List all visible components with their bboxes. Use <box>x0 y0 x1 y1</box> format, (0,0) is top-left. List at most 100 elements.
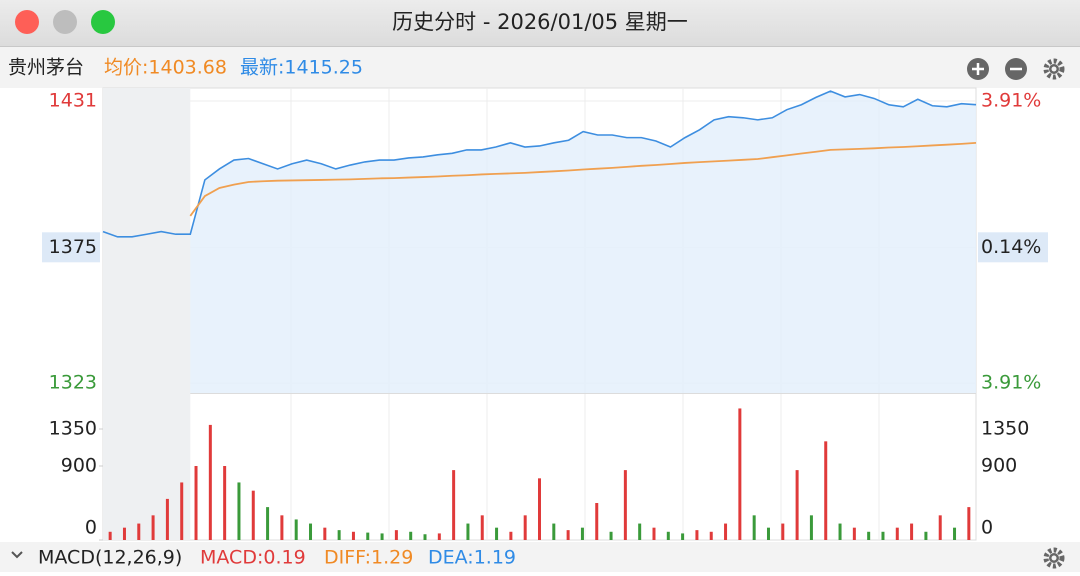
volume-bar <box>208 424 212 540</box>
y2-tick-label: 1350 <box>981 418 1029 440</box>
volume-bar <box>752 515 756 540</box>
latest-price: 最新:1415.25 <box>240 57 363 79</box>
volume-bar <box>194 466 198 540</box>
y2-tick-label: 0 <box>981 517 993 539</box>
volume-bar <box>122 527 126 540</box>
volume-bar <box>180 482 184 540</box>
volume-bar <box>795 470 799 540</box>
volume-bar <box>437 533 441 540</box>
volume-bar <box>294 519 298 540</box>
volume-bar <box>466 523 470 540</box>
y-tick-label: 1350 <box>49 418 97 440</box>
series-line <box>102 90 977 238</box>
indicator-settings[interactable] <box>1043 547 1065 569</box>
volume-bar <box>781 523 785 540</box>
y2-tick-label: 900 <box>981 455 1017 477</box>
average-price: 均价:1403.68 <box>104 57 227 79</box>
volume-bar <box>595 503 599 540</box>
y-tick-label: 1375 <box>49 236 97 258</box>
volume-bar <box>366 532 370 540</box>
stock-name: 贵州茅台 <box>8 57 84 79</box>
volume-bar <box>137 523 141 540</box>
volume-bar <box>766 527 770 540</box>
series-line <box>189 141 977 217</box>
volume-bar <box>566 530 570 540</box>
indicator-bar <box>0 542 1080 572</box>
volume-bar <box>867 531 871 540</box>
volume-bar <box>695 530 699 540</box>
tick-highlight <box>42 232 100 263</box>
volume-bar <box>609 531 613 540</box>
macd-value: MACD:0.19 <box>200 547 306 569</box>
volume-bar <box>824 441 828 540</box>
volume-bar <box>938 515 942 540</box>
volume-bar <box>538 478 541 540</box>
volume-bar <box>480 515 484 540</box>
volume-bar <box>910 523 914 540</box>
y2-tick-label: 0.14% <box>981 236 1041 258</box>
dea-value: DEA:1.19 <box>428 547 516 569</box>
zoom-button[interactable] <box>91 10 115 34</box>
volume-bar <box>380 533 384 540</box>
volume-bar <box>223 466 227 540</box>
diff-value: DIFF:1.29 <box>324 547 413 569</box>
volume-bar <box>724 523 728 540</box>
volume-bar <box>452 470 456 540</box>
zoom-in-button[interactable] <box>967 58 989 80</box>
tick-highlight <box>978 232 1048 263</box>
close-button[interactable] <box>15 10 39 34</box>
volume-bar <box>924 531 928 540</box>
collapse-toggle[interactable] <box>11 551 23 559</box>
volume-bar <box>967 507 971 540</box>
volume-bar <box>108 531 112 540</box>
zoom-out-button[interactable] <box>1005 58 1027 80</box>
volume-bar <box>309 523 313 540</box>
price-area <box>103 91 976 394</box>
volume-bar <box>509 531 513 540</box>
volume-bar <box>523 515 527 540</box>
info-bar <box>0 46 1080 88</box>
volume-bar <box>738 408 742 540</box>
volume-bar <box>895 527 899 540</box>
volume-bar <box>409 531 413 540</box>
volume-bar <box>495 527 499 540</box>
window-title: 历史分时 - 2026/01/05 星期一 <box>392 10 688 34</box>
volume-bar <box>580 527 584 540</box>
volume-bar <box>638 523 642 540</box>
minimize-button[interactable] <box>53 10 77 34</box>
premarket-shade <box>103 88 191 540</box>
y-tick-label: 900 <box>61 455 97 477</box>
volume-bar <box>280 515 284 540</box>
volume-bar <box>266 507 270 540</box>
volume-bar <box>423 534 427 540</box>
settings-button[interactable] <box>1043 58 1065 80</box>
indicator-name: MACD(12,26,9) <box>38 547 182 569</box>
volume-bar <box>881 531 885 540</box>
volume-bar <box>323 527 327 540</box>
y-tick-label: 1431 <box>49 90 97 112</box>
title-bar <box>0 0 1080 46</box>
volume-bar <box>838 523 842 540</box>
volume-bar <box>809 515 813 540</box>
volume-bar <box>623 470 627 540</box>
y2-tick-label: 3.91% <box>981 90 1041 112</box>
y-tick-label: 0 <box>85 517 97 539</box>
volume-bar <box>337 530 341 540</box>
volume-bar <box>237 482 241 540</box>
volume-bar <box>151 515 155 540</box>
volume-bar <box>251 490 255 540</box>
y2-tick-label: 3.91% <box>981 372 1041 394</box>
y-tick-label: 1323 <box>49 372 97 394</box>
volume-bar <box>666 531 670 540</box>
volume-bar <box>552 523 556 540</box>
volume-bar <box>394 530 398 540</box>
volume-bar <box>953 527 957 540</box>
volume-bar <box>681 533 685 540</box>
volume-bar <box>709 531 713 540</box>
volume-bar <box>165 498 169 540</box>
volume-bar <box>852 527 856 540</box>
volume-bar <box>351 531 355 540</box>
volume-bar <box>652 527 656 540</box>
